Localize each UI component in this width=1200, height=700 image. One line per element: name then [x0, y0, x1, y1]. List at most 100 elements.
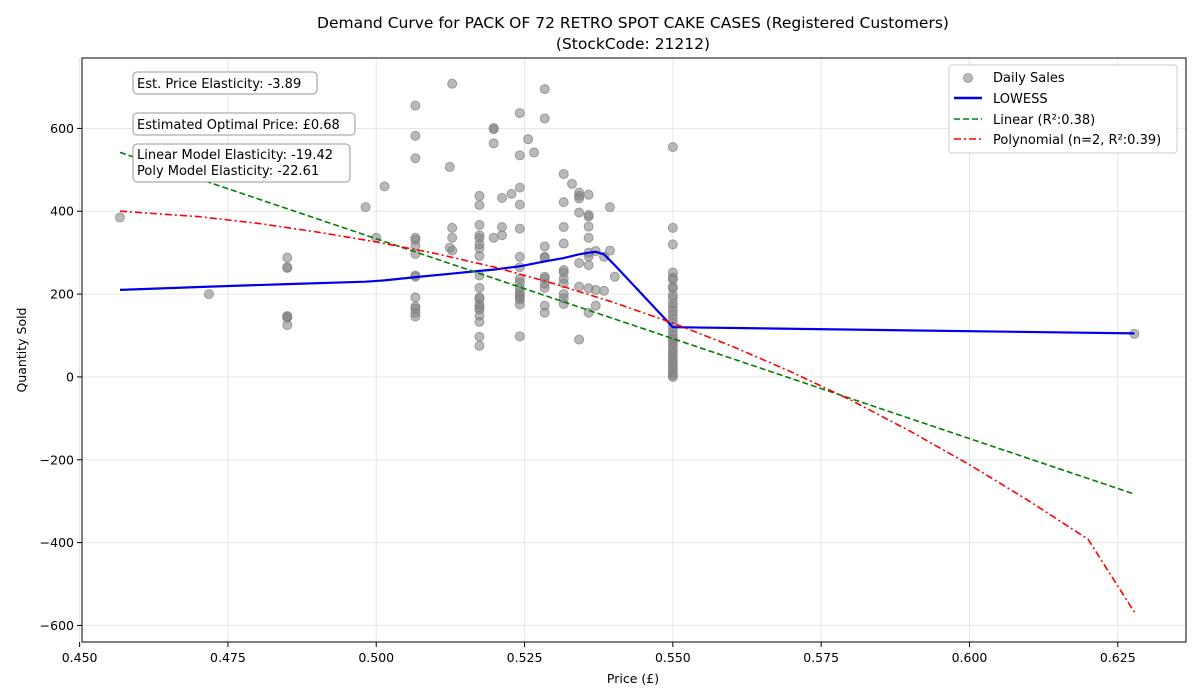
- daily-sales-point: [539, 307, 550, 318]
- y-axis-label: Quantity Sold: [14, 308, 29, 393]
- y-tick-label: 0: [66, 369, 74, 384]
- daily-sales-point: [667, 371, 678, 382]
- legend: Daily Sales LOWESS Linear (R²:0.38) Poly…: [948, 64, 1178, 154]
- x-tick-label: 0.450: [62, 650, 98, 665]
- daily-sales-point: [539, 241, 550, 252]
- x-tick-label: 0.625: [1100, 650, 1136, 665]
- y-tick-label: −200: [40, 452, 74, 467]
- daily-sales-point: [599, 285, 610, 296]
- daily-sales-point: [514, 223, 525, 234]
- daily-sales-point: [488, 124, 499, 135]
- daily-sales-point: [567, 178, 578, 189]
- svg-text:Estimated Optimal Price: £0.68: Estimated Optimal Price: £0.68: [137, 118, 340, 133]
- legend-label-linear: Linear (R²:0.38): [993, 113, 1095, 128]
- y-tick-label: 400: [50, 204, 74, 219]
- x-tick-label: 0.475: [210, 650, 246, 665]
- x-tick-label: 0.575: [803, 650, 839, 665]
- daily-sales-point: [574, 193, 585, 204]
- daily-sales-point: [609, 271, 620, 282]
- daily-sales-point: [474, 340, 485, 351]
- daily-sales-point: [529, 147, 540, 158]
- daily-sales-point: [514, 108, 525, 119]
- daily-sales-point: [410, 240, 421, 251]
- daily-sales-point: [583, 221, 594, 232]
- annotation-model-elasticity: Linear Model Elasticity: -19.42 Poly Mod…: [132, 143, 351, 183]
- daily-sales-point: [474, 316, 485, 327]
- daily-sales-point: [497, 192, 508, 203]
- daily-sales-point: [539, 113, 550, 124]
- axis-ticks: 0.450 0.475 0.500 0.525 0.550 0.575 0.600 0.625…: [40, 121, 1136, 665]
- svg-text:Poly Model Elasticity: -22.61: Poly Model Elasticity: -22.61: [137, 164, 319, 179]
- daily-sales-point: [667, 222, 678, 233]
- daily-sales-point: [604, 202, 615, 213]
- legend-label-lowess: LOWESS: [993, 92, 1048, 107]
- daily-sales-point: [497, 221, 508, 232]
- daily-sales-point: [667, 142, 678, 153]
- daily-sales-point: [447, 232, 458, 243]
- series-line-linear-r-0-38: [119, 151, 1135, 495]
- daily-sales-point: [447, 245, 458, 256]
- daily-sales-point: [667, 239, 678, 250]
- daily-sales-point: [282, 320, 293, 331]
- legend-label-polynomial: Polynomial (n=2, R²:0.39): [993, 133, 1161, 148]
- daily-sales-point: [203, 289, 214, 300]
- x-tick-label: 0.525: [507, 650, 543, 665]
- daily-sales-point: [474, 219, 485, 230]
- daily-sales-point: [583, 211, 594, 222]
- daily-sales-point: [506, 188, 517, 199]
- y-tick-label: 200: [50, 287, 74, 302]
- series-line-lowess: [119, 250, 1135, 335]
- daily-sales-point: [410, 311, 421, 322]
- daily-sales-point: [558, 278, 569, 289]
- daily-sales-point: [514, 251, 525, 262]
- daily-sales-point: [558, 168, 569, 179]
- daily-sales-point: [574, 334, 585, 345]
- y-tick-label: 600: [50, 121, 74, 136]
- daily-sales-point: [444, 161, 455, 172]
- daily-sales-point: [583, 189, 594, 200]
- chart-title-line-1: Demand Curve for PACK OF 72 RETRO SPOT C…: [317, 14, 949, 32]
- daily-sales-point: [574, 281, 585, 292]
- daily-sales-point: [514, 299, 525, 310]
- daily-sales-point: [371, 232, 382, 243]
- daily-sales-point: [410, 130, 421, 141]
- daily-sales-point: [539, 84, 550, 95]
- daily-sales-point: [558, 197, 569, 208]
- daily-sales-point: [474, 331, 485, 342]
- plot-frame: [81, 57, 1187, 643]
- daily-sales-point: [474, 190, 485, 201]
- legend-label-daily-sales: Daily Sales: [993, 71, 1065, 86]
- series-layer: [114, 78, 1140, 613]
- grid-lines: [79, 58, 1186, 642]
- daily-sales-point: [514, 331, 525, 342]
- x-axis-label: Price (£): [607, 671, 659, 686]
- daily-sales-point: [523, 134, 534, 145]
- daily-sales-point: [360, 202, 371, 213]
- daily-sales-point: [558, 238, 569, 249]
- daily-sales-point: [282, 262, 293, 273]
- daily-sales-point: [574, 258, 585, 269]
- y-tick-label: −600: [40, 618, 74, 633]
- daily-sales-point: [488, 232, 499, 243]
- daily-sales-point: [497, 230, 508, 241]
- daily-sales-point: [410, 100, 421, 111]
- daily-sales-point: [474, 200, 485, 211]
- daily-sales-point: [590, 300, 601, 311]
- svg-text:Linear Model Elasticity: -19.4: Linear Model Elasticity: -19.42: [137, 148, 333, 163]
- daily-sales-point: [114, 212, 125, 223]
- chart-title-line-2: (StockCode: 21212): [556, 35, 710, 53]
- x-tick-label: 0.600: [952, 650, 988, 665]
- daily-sales-point: [410, 153, 421, 164]
- daily-sales-point: [379, 181, 390, 192]
- daily-sales-point: [583, 232, 594, 243]
- daily-sales-point: [514, 199, 525, 210]
- daily-sales-point: [574, 207, 585, 218]
- x-tick-label: 0.500: [358, 650, 394, 665]
- annotation-optimal-price: Estimated Optimal Price: £0.68: [132, 112, 356, 136]
- daily-sales-point: [474, 282, 485, 293]
- daily-sales-point: [447, 222, 458, 233]
- daily-sales-point: [474, 250, 485, 261]
- x-tick-label: 0.550: [655, 650, 691, 665]
- annotation-elasticity: Est. Price Elasticity: -3.89: [132, 71, 318, 95]
